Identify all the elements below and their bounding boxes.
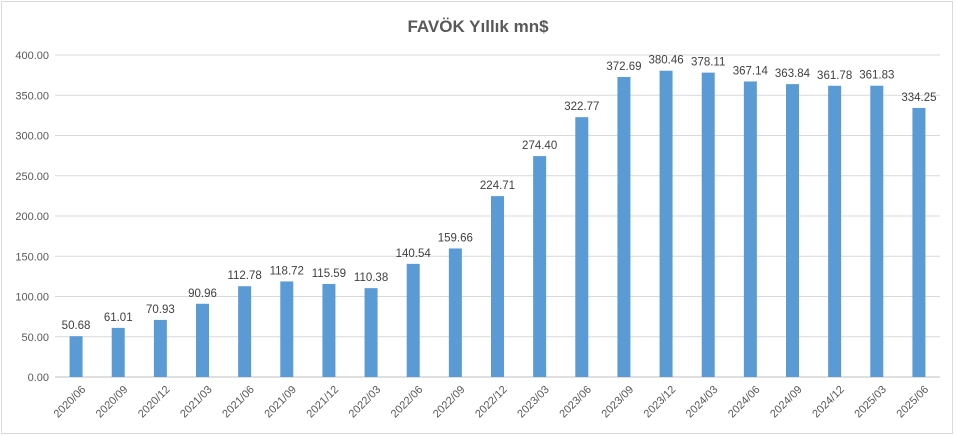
y-tick-label: 400.00: [15, 50, 49, 62]
x-axis-tick-labels: 2020/06 2020/09 2020/12 2021/03 2021/06 2021/…: [52, 384, 931, 421]
data-label: 112.78: [227, 270, 261, 282]
bar-2024/12: [828, 85, 842, 378]
data-label: 110.38: [354, 272, 388, 284]
bar-2024/09: [786, 84, 799, 378]
x-tick-label: 2023/06: [557, 384, 594, 421]
y-tick-label: 300.00: [15, 131, 49, 143]
bar-2025/06: [912, 107, 926, 378]
data-label: 380.46: [648, 55, 683, 67]
x-tick-label: 2022/06: [389, 384, 426, 421]
data-label: 361.78: [817, 70, 852, 82]
chart-title: FAVÖK Yıllık mn$: [407, 17, 549, 36]
x-tick-label: 2023/12: [642, 384, 679, 421]
x-tick-label: 2022/12: [473, 384, 510, 421]
data-label: 50.68: [62, 320, 91, 332]
y-tick-label: 50.00: [21, 332, 49, 344]
bar-2022/03: [364, 288, 378, 377]
bar-2023/03: [533, 156, 547, 377]
data-label: 361.83: [859, 70, 894, 82]
y-tick-label: 350.00: [15, 90, 49, 102]
x-tick-label: 2021/06: [220, 384, 257, 421]
data-label: 90.96: [188, 288, 217, 300]
data-label: 367.14: [733, 65, 769, 77]
data-label: 115.59: [312, 268, 346, 280]
bar-2020/12: [153, 319, 167, 377]
data-label: 363.84: [775, 68, 811, 80]
bar-2023/12: [659, 70, 673, 377]
x-tick-label: 2024/12: [810, 384, 847, 421]
bar-2021/03: [196, 303, 209, 377]
y-tick-label: 200.00: [15, 211, 49, 223]
y-axis-tick-labels: 0.00 50.00 100.00 150.00 200.00 250.00 300.00 3…: [15, 50, 49, 384]
data-label: 334.25: [901, 92, 936, 104]
bar-2021/06: [238, 286, 252, 377]
y-tick-label: 0.00: [28, 372, 49, 384]
data-label: 118.72: [270, 265, 304, 277]
bar-2021/09: [280, 281, 294, 377]
bar-2023/09: [617, 76, 631, 377]
x-tick-label: 2025/03: [852, 384, 889, 421]
bar-2020/09: [111, 327, 125, 377]
bar-2022/06: [406, 263, 420, 377]
data-label: 61.01: [104, 312, 133, 324]
bar-2022/09: [448, 248, 462, 377]
x-tick-label: 2024/03: [684, 384, 721, 421]
x-tick-label: 2023/09: [600, 384, 637, 421]
x-tick-label: 2022/09: [431, 384, 468, 421]
x-tick-label: 2024/09: [768, 384, 805, 421]
x-tick-label: 2024/06: [726, 384, 763, 421]
bar-2024/06: [743, 81, 757, 377]
x-tick-label: 2021/03: [178, 384, 215, 421]
bar-2023/06: [575, 117, 589, 377]
x-tick-label: 2021/12: [305, 384, 342, 421]
bar-2020/06: [69, 336, 83, 377]
x-tick-label: 2023/03: [515, 384, 552, 421]
bar-2025/03: [870, 85, 884, 377]
x-tick-label: 2021/09: [262, 384, 299, 421]
data-label: 70.93: [146, 304, 175, 316]
y-tick-label: 150.00: [15, 251, 49, 263]
x-tick-label: 2025/06: [895, 384, 932, 421]
y-tick-label: 100.00: [15, 292, 49, 304]
data-label: 372.69: [606, 61, 641, 73]
data-label: 378.11: [691, 57, 725, 69]
bar-2021/12: [322, 283, 336, 377]
bars: [69, 70, 926, 378]
data-label: 159.66: [438, 232, 473, 244]
bar-2022/12: [491, 196, 504, 377]
x-tick-label: 2020/06: [52, 384, 89, 421]
x-tick-label: 2020/09: [94, 384, 131, 421]
data-label: 140.54: [396, 248, 432, 260]
y-tick-label: 250.00: [15, 171, 49, 183]
x-tick-label: 2020/12: [136, 384, 173, 421]
data-label: 274.40: [522, 140, 557, 152]
data-label: 224.71: [480, 180, 515, 192]
bar-2024/03: [701, 72, 715, 377]
x-tick-label: 2022/03: [347, 384, 384, 421]
data-label: 322.77: [564, 101, 599, 113]
data-labels: 50.68 61.01 70.93 90.96 112.78 118.72 115.59 11…: [62, 55, 937, 332]
